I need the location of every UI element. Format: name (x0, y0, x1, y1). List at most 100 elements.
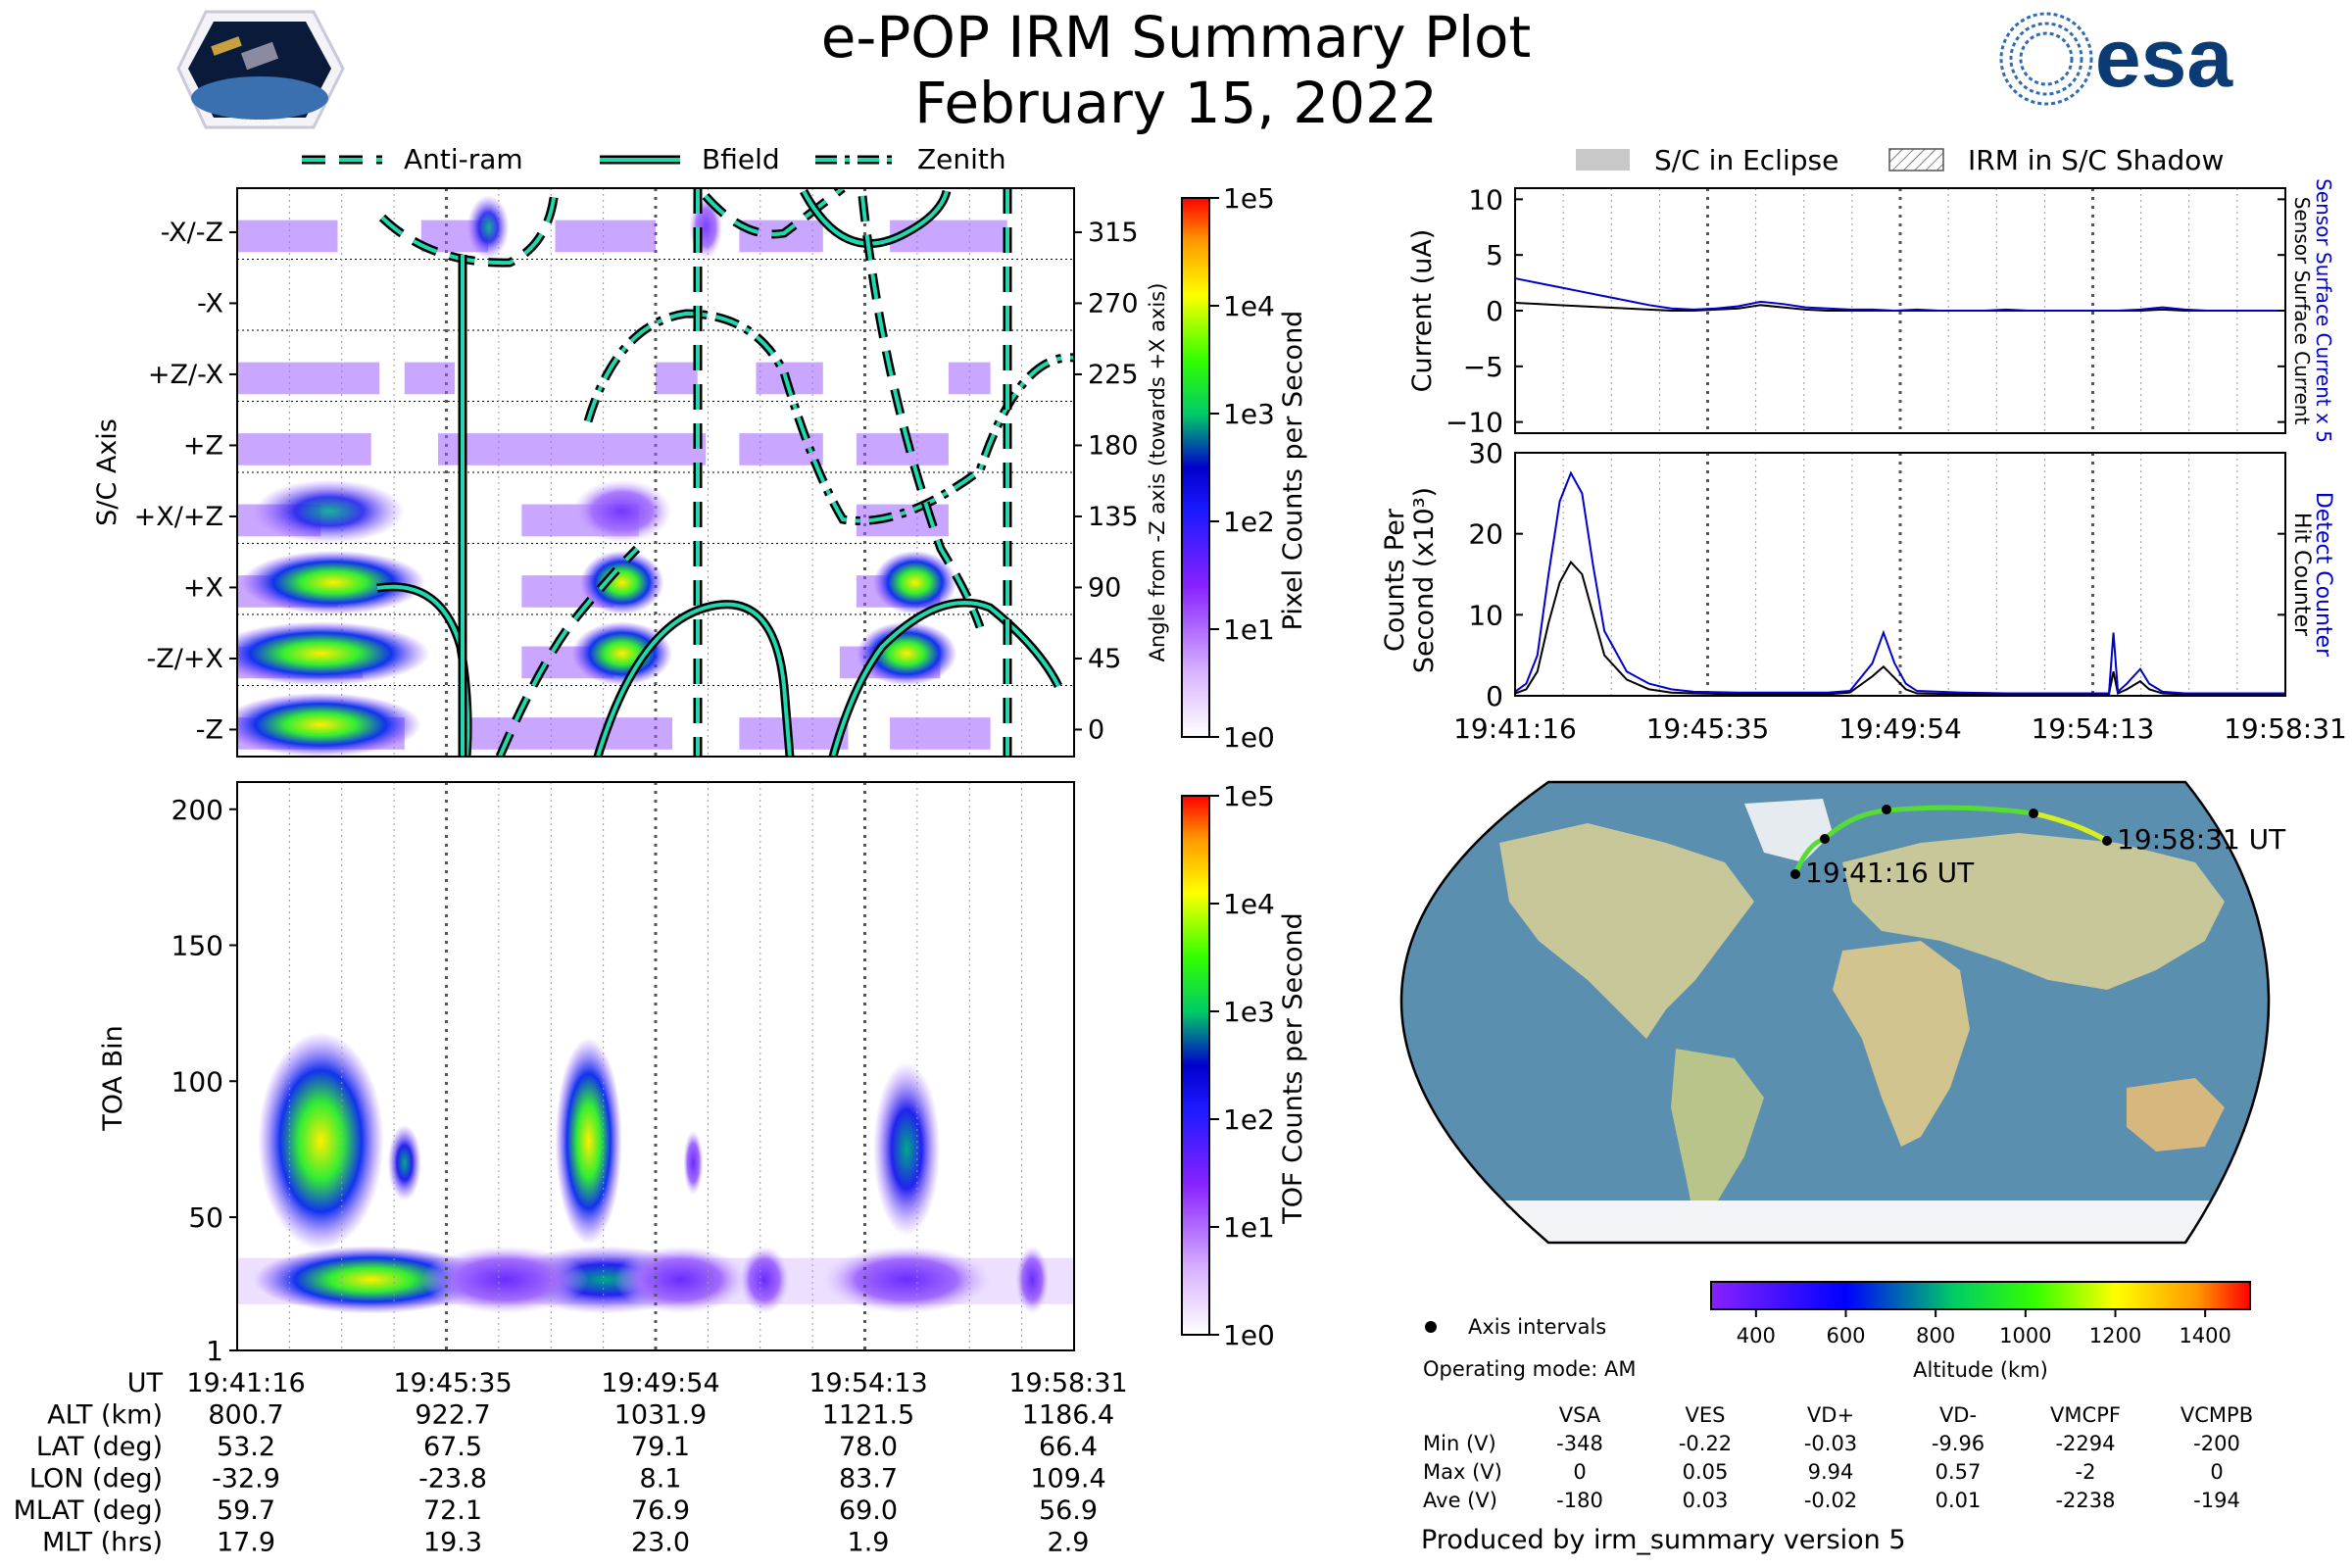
time-tick-label: 19:41:16 (1453, 712, 1577, 745)
pixel-intensity-blob (254, 479, 405, 544)
pixel-band-streak (739, 717, 849, 750)
y-tick-label: 20 (1468, 518, 1503, 551)
voltage-column-header: VCMPB (2180, 1403, 2253, 1427)
orbit-track-yellow (2033, 810, 2109, 844)
pixel-heatmap (237, 188, 1074, 757)
pixel-intensity-blob (241, 550, 426, 614)
counts-plot: 30 20 10 0 Counts Per Second (x10³) Detect … (1380, 437, 2347, 745)
ephemeris-row-label: ALT (km) (47, 1400, 163, 1431)
counts-right-label-black: Hit Counter (2289, 513, 2314, 637)
counts-frame (1514, 452, 2286, 697)
tof-colorbar-gradient (1181, 795, 1210, 1336)
legend-shadow-swatch (1888, 148, 1944, 172)
tof-low-band-blob (1015, 1246, 1050, 1314)
sc-axis-label: +Z/-X (148, 360, 223, 390)
voltage-column-header: VMCPF (2050, 1403, 2121, 1427)
colorbar-tick-label: 1e2 (1223, 506, 1275, 538)
orbit-map: 19:41:16 UT 19:58:31 UT (1399, 780, 2286, 1245)
pixel-intensity-blob (873, 550, 957, 614)
tof-colorbar-label: TOF Counts per Second (1278, 912, 1308, 1225)
ephemeris-value: 2.9 (1048, 1528, 1090, 1558)
legend-eclipse-swatch (1576, 149, 1630, 171)
ephemeris-row-label: UT (127, 1368, 164, 1398)
angle-tick-label: 135 (1088, 502, 1139, 532)
voltage-column-header: VD- (1939, 1403, 1977, 1427)
esa-logo: esa (1999, 12, 2233, 106)
ephemeris-row-label: LAT (deg) (36, 1432, 163, 1462)
altitude-colorbar-gradient (1710, 1281, 2251, 1310)
mission-logo-text: CASSIOPE (240, 119, 279, 127)
legend-shadow: IRM in S/C Shadow (1968, 144, 2224, 176)
ephemeris-value: 1.9 (848, 1528, 890, 1558)
ephemeris-value: 1186.4 (1022, 1400, 1114, 1431)
overlay-curve-dashdot (586, 311, 1074, 523)
voltage-value: -2294 (2055, 1432, 2115, 1455)
colorbar-tick-label: 1e3 (1223, 996, 1275, 1028)
voltage-row-label: Min (V) (1423, 1432, 1496, 1455)
tof-low-band-blob (420, 1246, 589, 1314)
ephemeris-value: 19.3 (423, 1528, 482, 1558)
ephemeris-value: 72.1 (423, 1495, 482, 1526)
altitude-colorbar: 400 600 800 1000 1200 1400 Altitude (km) (1710, 1281, 2251, 1382)
ephemeris-table: UT 19:41:16 19:45:35 19:49:54 19:54:13 19:58:… (14, 1368, 1128, 1558)
y-tick-label: 0 (1486, 295, 1503, 327)
pixel-band-streak (656, 362, 698, 395)
legend-bfield: Bfield (702, 143, 780, 175)
angle-tick-label: 45 (1088, 644, 1121, 674)
ephemeris-value: 23.0 (631, 1528, 690, 1558)
ephemeris-value: 78.0 (839, 1432, 898, 1462)
page-title: e-POP IRM Summary Plot (821, 4, 1532, 71)
sc-axis-label: +X/+Z (134, 502, 223, 532)
map-antarctica (1401, 1200, 2269, 1243)
angle-tick-label: 0 (1088, 714, 1104, 745)
ephemeris-value: 17.9 (217, 1528, 275, 1558)
altitude-label: Altitude (km) (1913, 1358, 2048, 1382)
sc-axis-label: -Z/+X (147, 644, 223, 674)
colorbar-tick-label: 1e4 (1223, 888, 1275, 920)
map-africa (1833, 941, 1970, 1147)
voltage-value: -2238 (2055, 1489, 2115, 1512)
voltage-value: -0.22 (1679, 1432, 1732, 1455)
pixel-ylabel: S/C Axis (92, 418, 122, 526)
y-tick-label: 10 (1468, 599, 1503, 631)
y-tick-label: −5 (1463, 351, 1503, 383)
tof-blobs (237, 1032, 1074, 1314)
colorbar-tick-label: 1e5 (1223, 182, 1275, 215)
tof-low-band-blob (613, 1246, 748, 1314)
voltage-value: -180 (1556, 1489, 1603, 1512)
voltage-row-label: Ave (V) (1423, 1489, 1497, 1512)
current-y-ticks: 10 5 0 −5 −10 (1446, 183, 2285, 439)
altitude-tick-label: 800 (1916, 1324, 1955, 1348)
voltage-value: -0.02 (1804, 1489, 1857, 1512)
tof-y-tick-label: 100 (172, 1065, 223, 1098)
angle-tick-label: 180 (1088, 430, 1139, 461)
sc-axis-label: +Z (183, 430, 223, 461)
time-tick-label: 19:58:31 (2224, 712, 2347, 745)
pixel-intensity-blob (571, 621, 673, 686)
time-tick-label: 19:54:13 (2032, 712, 2155, 745)
ephemeris-value: 109.4 (1030, 1464, 1105, 1494)
current-right-label-blue: Sensor Surface Current x 5 (2312, 178, 2335, 443)
pixel-band-streak (404, 362, 456, 395)
ephemeris-value: 59.7 (217, 1495, 275, 1526)
ephemeris-value: 67.5 (423, 1432, 482, 1462)
angle-tick-label: 315 (1088, 218, 1139, 248)
voltage-value: -9.96 (1932, 1432, 1984, 1455)
tof-low-band-blob (822, 1246, 991, 1314)
tof-plume-blob (555, 1037, 622, 1245)
ephemeris-value: 79.1 (631, 1432, 690, 1462)
legend-zenith: Zenith (917, 143, 1006, 175)
series-line (1514, 560, 2285, 696)
pixel-angle-label: Angle from -Z axis (towards +X axis) (1146, 283, 1169, 662)
mission-logo: CASSIOPE (176, 10, 345, 129)
y-tick-label: 5 (1486, 239, 1503, 271)
voltage-value: -348 (1556, 1432, 1603, 1455)
tof-grid (288, 782, 1023, 1350)
voltage-row-label: Max (V) (1423, 1460, 1502, 1484)
ephemeris-value: -32.9 (212, 1464, 280, 1494)
orbit-point (2029, 808, 2038, 818)
altitude-tick-label: 1400 (2179, 1324, 2230, 1348)
